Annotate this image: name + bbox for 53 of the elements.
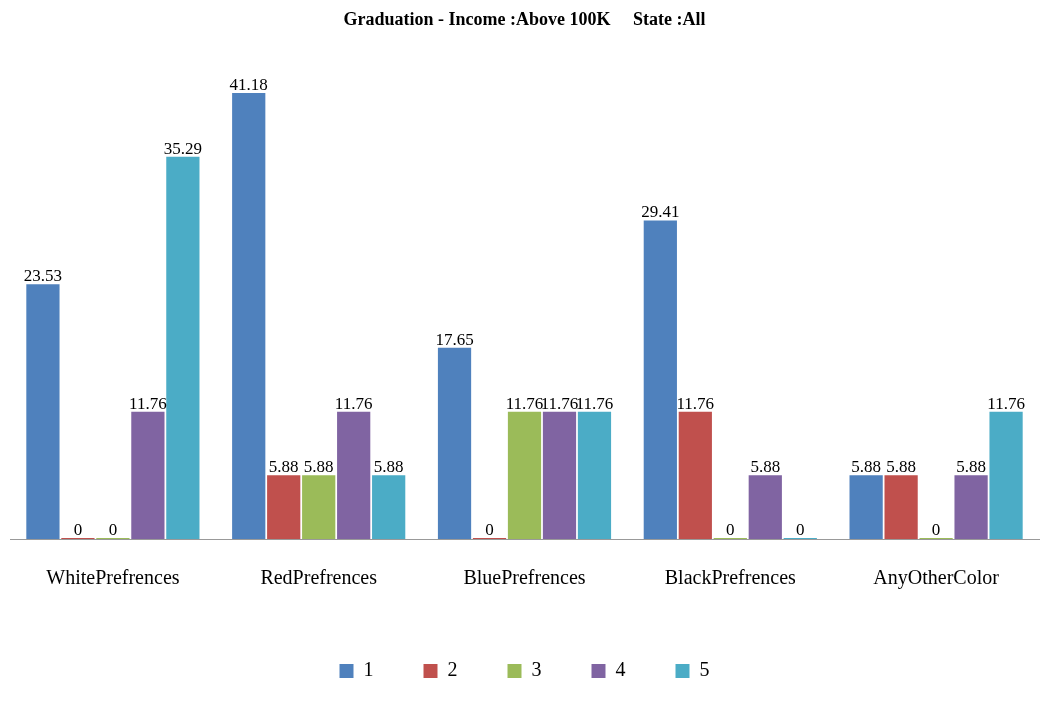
bar <box>131 411 165 539</box>
x-tick-label: WhitePrefrences <box>46 566 180 589</box>
bar <box>954 475 988 539</box>
legend-label: 2 <box>447 658 458 681</box>
bar <box>372 475 406 539</box>
data-label: 23.53 <box>23 266 63 286</box>
bar <box>26 284 60 539</box>
data-label: 17.65 <box>435 329 474 349</box>
x-tick-label: RedPrefrences <box>260 566 378 589</box>
bar <box>884 475 918 539</box>
data-label: 5.88 <box>268 457 299 477</box>
data-label: 5.88 <box>851 457 881 477</box>
bar <box>542 411 577 539</box>
x-tick-label: AnyOtherColor <box>873 566 1000 590</box>
bar <box>577 411 612 539</box>
legend-label: 5 <box>699 658 710 681</box>
bar <box>748 475 782 539</box>
data-label: 29.41 <box>641 202 680 222</box>
bar <box>643 220 677 539</box>
chart-title: Graduation - Income :Above 100K State :All <box>343 9 706 30</box>
legend-label: 4 <box>615 658 626 681</box>
data-label: 41.18 <box>229 74 268 94</box>
data-label: 0 <box>73 520 83 539</box>
data-label: 11.76 <box>676 393 715 413</box>
bar <box>267 475 301 539</box>
data-label: 5.88 <box>750 457 781 477</box>
x-tick-label: BluePrefrences <box>463 566 586 589</box>
bar <box>232 92 266 539</box>
bar <box>849 475 883 539</box>
bar <box>302 475 336 539</box>
data-label: 35.29 <box>163 138 202 158</box>
bar <box>989 411 1023 539</box>
data-label: 0 <box>796 520 805 539</box>
bar <box>166 156 200 539</box>
bar <box>337 411 371 539</box>
legend-label: 3 <box>531 658 542 681</box>
data-label: 5.88 <box>303 457 334 477</box>
x-tick-label: BlackPrefrences <box>664 566 797 589</box>
bar <box>437 347 472 539</box>
data-label: 0 <box>726 520 735 539</box>
data-label: 0 <box>108 520 118 539</box>
data-label: 11.76 <box>987 393 1025 413</box>
data-label: 5.88 <box>886 457 916 477</box>
bar <box>678 411 712 539</box>
legend-label: 1 <box>363 658 374 681</box>
data-label: 5.88 <box>373 457 404 477</box>
data-label: 0 <box>485 520 494 539</box>
data-label: 5.88 <box>956 457 986 477</box>
data-label: 11.76 <box>129 393 167 413</box>
data-label: 11.76 <box>505 393 544 413</box>
data-label: 11.76 <box>334 393 373 413</box>
data-label: 0 <box>931 520 941 539</box>
bar <box>507 411 542 539</box>
